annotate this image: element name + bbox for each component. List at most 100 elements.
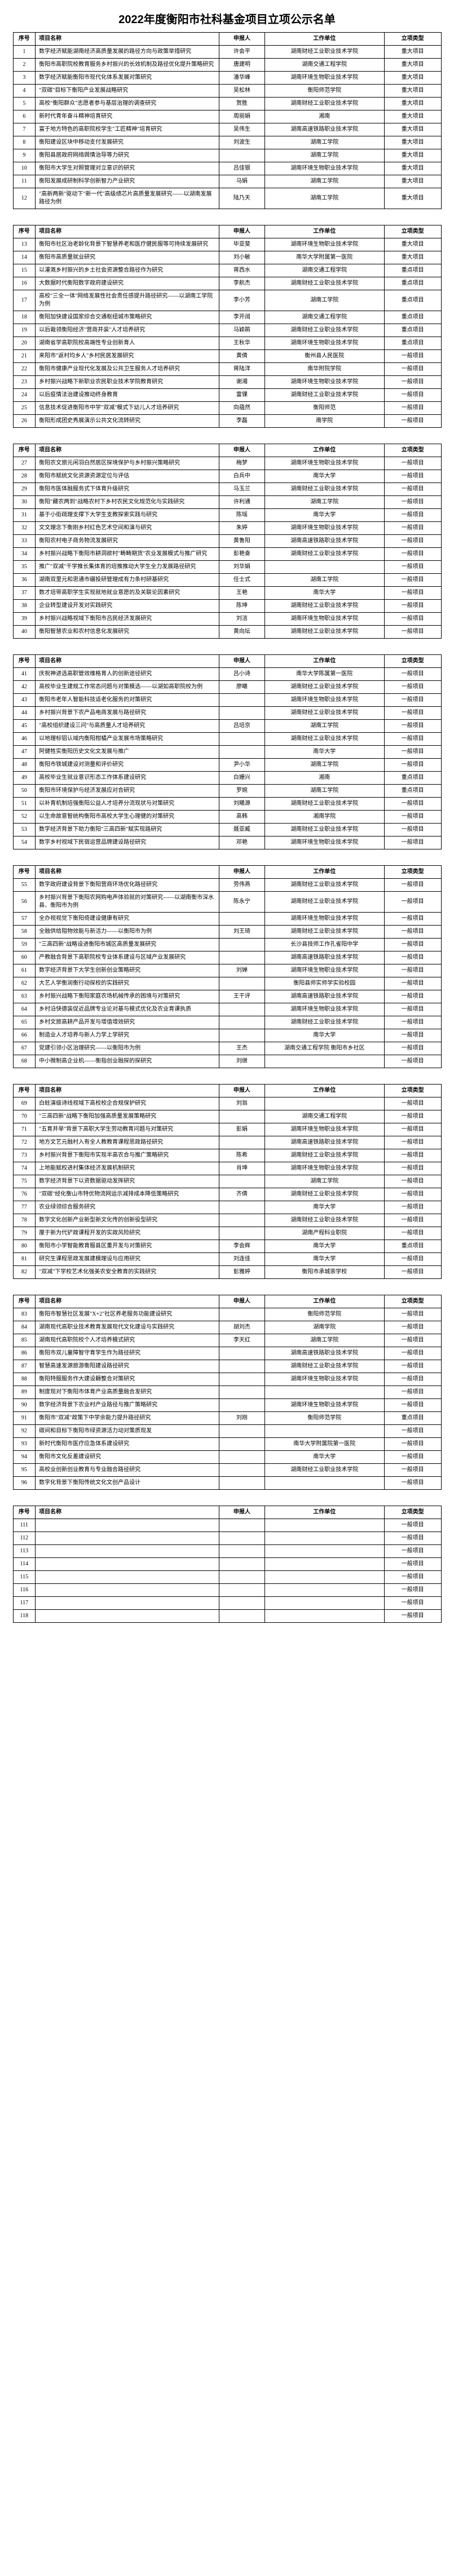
project-table: 序号项目名称申报人工作单位立项类型13衡阳市社区治老龄化背景下智慧养老和医疗健民… [13,225,442,428]
cell-unit: 长沙县技师工作孔雀阳中学 [265,939,384,951]
cell-name: 推广"双减"干学推长集体育的培推推动大学生全力发展路径研究 [36,561,219,574]
cell-seq: 35 [13,561,36,574]
col-header-unit: 工作单位 [265,225,384,238]
cell-unit: 湖南交通工程学院 [265,311,384,324]
table-row: 113一般项目 [13,1545,441,1558]
cell-type: 一般项目 [384,1334,441,1347]
table-row: 35推广"双减"干学推长集体育的培推推动大学生全力发展路径研究刘华娟一般项目 [13,561,441,574]
cell-type: 一般项目 [384,951,441,964]
cell-name: "双减"下学校艺术化强美农安全教育的实践研究 [36,1266,219,1279]
cell-unit: 湖南高速铁路职业技术学院 [265,123,384,136]
cell-person: 李天红 [219,1334,265,1347]
cell-seq: 24 [13,389,36,402]
cell-type: 一般项目 [384,707,441,720]
cell-seq: 74 [13,1162,36,1175]
cell-person: 朱婷 [219,522,265,535]
cell-type: 一般项目 [384,389,441,402]
cell-name: 衡阳市智慧社区发展"X+2"社区养老服务功能建设研究 [36,1308,219,1321]
table-row: 74上地能赋权进村集体经济发展机制研究肖坤湖南环境生物职业技术学院一般项目 [13,1162,441,1175]
cell-seq: 88 [13,1373,36,1386]
table-row: 76"双碳"经化衡山市特优物流网运示减排成本降低策略研究齐倩湖南财经工业职业技术… [13,1188,441,1201]
cell-type: 一般项目 [384,1055,441,1068]
table-row: 12"高新两新"驱动下"新一代"高级绩芯片高质量发展研究——以湖南发展路径为例陆… [13,188,441,209]
cell-person: 肖坤 [219,1162,265,1175]
table-row: 37数才培带高职学生实现就地就业意愿的及关联论因素研究王艳南华大学一般项目 [13,587,441,600]
cell-unit: 湖南财经工业职业技术学院 [265,46,384,59]
cell-type: 一般项目 [384,1399,441,1412]
cell-type: 一般项目 [384,1016,441,1029]
cell-name: 高校"衡阳群众"志愿者参与基层治理的调查研究 [36,98,219,110]
cell-person [219,1532,265,1545]
cell-person [219,694,265,707]
cell-type: 一般项目 [384,939,441,951]
table-row: 50衡阳市环境保护与经济发展应对合研究罗婉湖南工学院重点项目 [13,785,441,798]
cell-person: 廖曦 [219,681,265,694]
cell-unit: 湖南财经工业职业技术学院 [265,98,384,110]
table-row: 66制造业人才培养与新人力学上学研究南华大学一般项目 [13,1029,441,1042]
cell-unit: 湖南财经工业职业技术学院 [265,1360,384,1373]
cell-seq: 66 [13,1029,36,1042]
cell-seq: 89 [13,1386,36,1399]
cell-type: 重大项目 [384,188,441,209]
cell-unit: 湖南财经工业职业技术学院 [265,324,384,337]
cell-type: 重点项目 [384,1240,441,1253]
cell-name [36,1532,219,1545]
cell-person [219,1425,265,1438]
cell-name [36,1597,219,1610]
cell-unit [265,1610,384,1623]
cell-seq: 12 [13,188,36,209]
cell-type: 一般项目 [384,1003,441,1016]
cell-person [219,1308,265,1321]
cell-unit: 南华大学陈属第一医院 [265,668,384,681]
cell-type: 一般项目 [384,1201,441,1214]
cell-unit: 湖南工学院 [265,290,384,311]
cell-name: 数字经济背景下以资数据驱动发挥研究 [36,1175,219,1188]
cell-seq: 31 [13,509,36,522]
cell-type: 一般项目 [384,574,441,587]
cell-name: "高新两新"驱动下"新一代"高级绩芯片高质量发展研究——以湖南发展路径为例 [36,188,219,209]
cell-person: 高韩 [219,811,265,824]
cell-name [36,1571,219,1584]
table-row: 48衡阳市铁城建设对测量和评价研究尹小华湖南工学院一般项目 [13,759,441,772]
cell-name: 数字化背景下衡阳传统文化文创产品设计 [36,1477,219,1490]
cell-name: 以生命故意智统构衡阳市高校大学生心理健的对策研究 [36,811,219,824]
cell-person: 邓艳 [219,836,265,849]
cell-unit: 湖南工学院 [265,496,384,509]
cell-name: 碳间和目标下衡阳市绿资源活力动对策质现发 [36,1425,219,1438]
table-row: 16大数据时代衡阳数字政府建设研究李航杰湖南财经工业职业技术学院重点项目 [13,277,441,290]
table-row: 117一般项目 [13,1597,441,1610]
table-row: 7富于地方特色的高职院校学生"工匠精神"培育研究吴伟生湖南高速铁路职业技术学院重… [13,123,441,136]
cell-seq: 87 [13,1360,36,1373]
cell-unit: 湖南交通工程学院 [265,264,384,277]
cell-type: 重大项目 [384,85,441,98]
cell-name: 数字经济背景下助力衡阳"三高四新"赋实现路研究 [36,824,219,836]
cell-person: 齐倩 [219,1188,265,1201]
cell-person [219,1136,265,1149]
cell-person: 许会平 [219,46,265,59]
cell-person: 贺胜 [219,98,265,110]
cell-person: 陈瑶 [219,509,265,522]
cell-unit: 湖南环境生物职业技术学院 [265,694,384,707]
table-row: 94衡阳市文化反差建设研究南华大学一般项目 [13,1451,441,1464]
cell-seq: 50 [13,785,36,798]
cell-unit: 衡阳师范学院 [265,1412,384,1425]
cell-person: 刘华娟 [219,561,265,574]
cell-type: 重点项目 [384,772,441,785]
cell-type: 一般项目 [384,1477,441,1490]
table-row: 62大艺人学衡润衡行动探校的实践研究衡阳县师实师学实验校园一般项目 [13,977,441,990]
cell-seq: 92 [13,1425,36,1438]
table-row: 112一般项目 [13,1532,441,1545]
table-row: 84湖南现代高职业技术教育发展现代文化建设与实践研究胡刘杰湖南学院一般项目 [13,1321,441,1334]
cell-name: 湖南双里元和思通市碾投研管理成有力条村研基研究 [36,574,219,587]
cell-seq: 36 [13,574,36,587]
cell-unit: 湖南交通工程学院 [265,1110,384,1123]
cell-name: 新时代青年奋斗精神培育研究 [36,110,219,123]
cell-person: 陈希 [219,1149,265,1162]
cell-seq: 91 [13,1412,36,1425]
cell-name: 湖南现代高职院校个人才培养模式研究 [36,1334,219,1347]
cell-person [219,1175,265,1188]
table-row: 85湖南现代高职院校个人才培养模式研究李天红湖南工学院一般项目 [13,1334,441,1347]
table-row: 8衡阳建设区块中移动支付发展研究刘波生湖南工学院重大项目 [13,136,441,149]
cell-name: 乡村振兴背景下衡阳农网购电声体验就的对策研究——以湖南衡市深水县、衡阳市为例 [36,892,219,913]
col-header-person: 申报人 [219,225,265,238]
